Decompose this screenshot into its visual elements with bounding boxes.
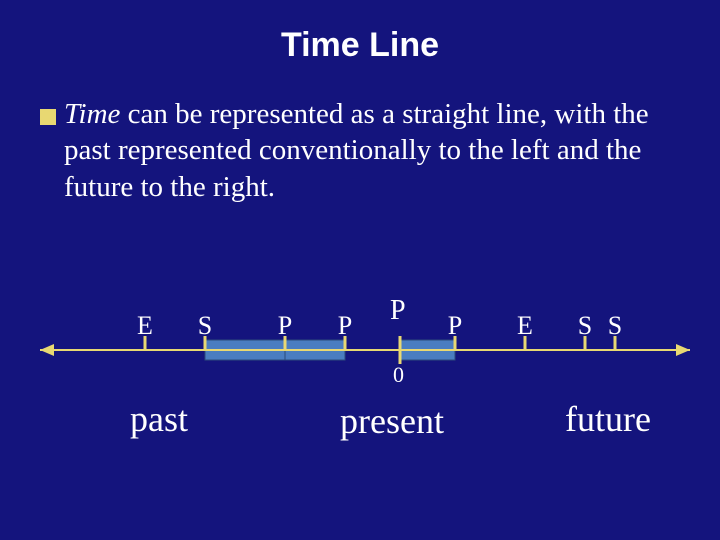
tick-label: P — [278, 311, 292, 340]
region-future: future — [565, 398, 651, 440]
slide: Time Line Time can be represented as a s… — [0, 0, 720, 540]
tick-label: E — [517, 311, 533, 340]
timeline-top-label: P — [390, 295, 406, 327]
region-present: present — [340, 400, 444, 442]
tick-label: P — [338, 311, 352, 340]
tick-label: S — [198, 311, 212, 340]
tick-label: S — [608, 311, 622, 340]
tick-label: E — [137, 311, 153, 340]
tick-label: S — [578, 311, 592, 340]
timeline-svg: ESPPPESS — [0, 0, 720, 540]
region-past: past — [130, 398, 188, 440]
tick-label: P — [448, 311, 462, 340]
timeline-zero-label: 0 — [393, 362, 404, 388]
